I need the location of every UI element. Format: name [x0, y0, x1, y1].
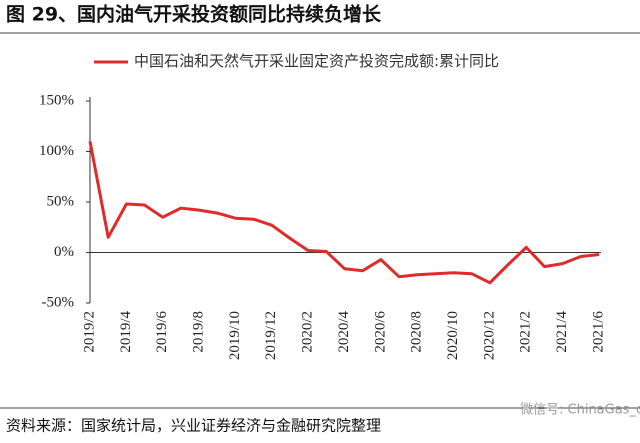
x-tick-label: 2020/10	[445, 311, 461, 360]
x-tick-label: 2020/2	[300, 311, 316, 353]
x-tick-label: 2021/4	[554, 311, 570, 353]
x-tick-label: 2021/2	[518, 311, 534, 353]
x-tick-label: 2019/4	[118, 311, 134, 353]
watermark: 微信号: ChinaGas_org	[520, 403, 640, 418]
y-tick-label: 0%	[54, 244, 74, 260]
legend: 中国石油和天然气开采业固定资产投资完成额:累计同比	[134, 52, 500, 70]
x-tick-label: 2019/8	[191, 311, 207, 353]
x-tick-label: 2021/6	[590, 311, 606, 353]
x-tick-label: 2020/4	[336, 311, 352, 353]
series-line	[88, 141, 600, 285]
legend-label: 中国石油和天然气开采业固定资产投资完成额:累计同比	[134, 52, 500, 70]
x-tick-label: 2019/10	[227, 311, 243, 360]
chart-title: 图 29、国内油气开采投资额同比持续负增长	[6, 3, 382, 26]
source: 资料来源：国家统计局，兴业证券经济与金融研究院整理	[6, 417, 381, 435]
y-tick-label: 150%	[39, 92, 74, 108]
x-tick-label: 2019/6	[154, 311, 170, 353]
x-tick-label: 2019/12	[263, 311, 279, 360]
y-tick-label: 50%	[47, 193, 75, 209]
x-tick-label: 2020/6	[372, 311, 388, 353]
x-tick-label: 2020/12	[481, 311, 497, 360]
y-tick-label: 100%	[39, 143, 74, 159]
x-tick-label: 2020/8	[409, 311, 425, 353]
y-tick-label: -50%	[42, 294, 75, 310]
x-tick-label: 2019/2	[81, 311, 97, 353]
